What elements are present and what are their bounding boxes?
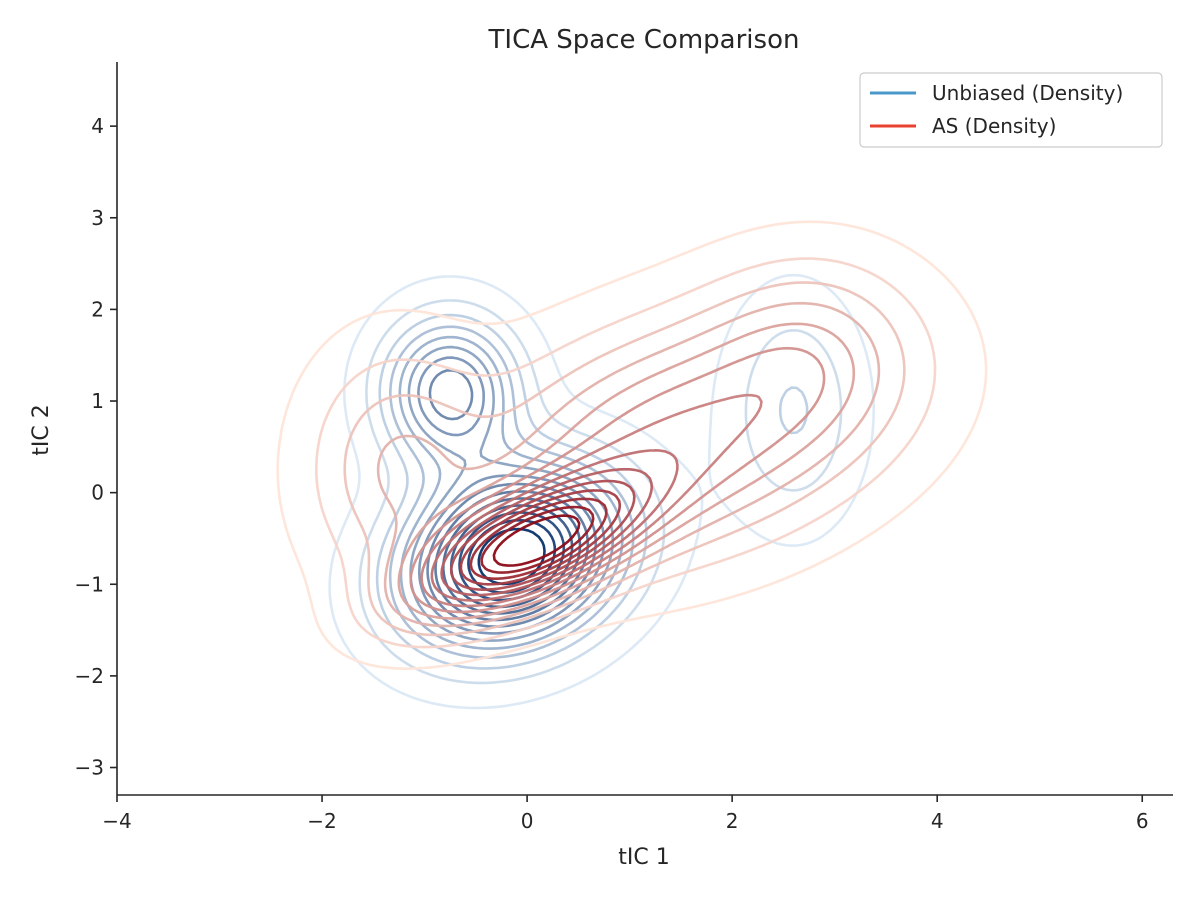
unbiased-density-contour-level-2 — [358, 299, 843, 685]
as-density-contour-level-3 — [343, 281, 906, 637]
x-tick-label: 0 — [521, 809, 534, 833]
y-tick-label: 2 — [91, 297, 104, 321]
y-tick-label: 0 — [91, 481, 104, 505]
y-tick-label: −3 — [75, 756, 104, 780]
as-density-contour-level-4 — [376, 301, 881, 628]
unbiased-density-contour-level-1 — [328, 273, 875, 710]
legend: Unbiased (Density) AS (Density) — [859, 72, 1163, 148]
as-density-contours — [276, 220, 988, 670]
y-tick-label: −1 — [75, 572, 104, 596]
as-density-contour-level-1 — [276, 220, 988, 670]
chart-title: TICA Space Comparison — [488, 25, 800, 55]
x-tick-label: 4 — [931, 809, 944, 833]
legend-label-unbiased: Unbiased (Density) — [932, 81, 1123, 105]
as-density-contour-level-14 — [492, 514, 581, 567]
y-axis-label: tIC 2 — [29, 404, 54, 455]
y-tick-label: 4 — [91, 114, 104, 138]
as-density-contour-level-2 — [315, 257, 937, 649]
as-density-contour-level-11 — [459, 489, 622, 586]
as-density-contour-level-8 — [430, 449, 679, 602]
as-density-contour-level-13 — [480, 505, 595, 574]
unbiased-density-contour-level-4 — [388, 325, 635, 659]
x-tick-label: −4 — [102, 809, 131, 833]
as-density-contour-level-12 — [469, 497, 608, 580]
y-tick-label: −2 — [75, 664, 104, 688]
y-tick-label: 3 — [91, 206, 104, 230]
legend-label-as: AS (Density) — [932, 114, 1056, 138]
as-density-contour-level-10 — [449, 479, 636, 591]
as-density-contour-level-9 — [440, 467, 654, 597]
x-tick-label: 6 — [1136, 809, 1149, 833]
as-density-contour-level-7 — [420, 393, 763, 608]
legend-frame — [859, 72, 1163, 148]
as-density-contour-level-6 — [409, 346, 826, 614]
unbiased-density-contour-level-3 — [375, 313, 809, 670]
x-tick-label: 2 — [726, 809, 739, 833]
axes: −4 −2 0 2 4 6 −3 −2 −1 0 1 2 3 4 — [75, 62, 1173, 833]
as-density-contour-level-5 — [397, 322, 856, 620]
x-tick-label: −2 — [307, 809, 336, 833]
x-axis-label: tIC 1 — [618, 845, 669, 870]
y-tick-label: 1 — [91, 389, 104, 413]
